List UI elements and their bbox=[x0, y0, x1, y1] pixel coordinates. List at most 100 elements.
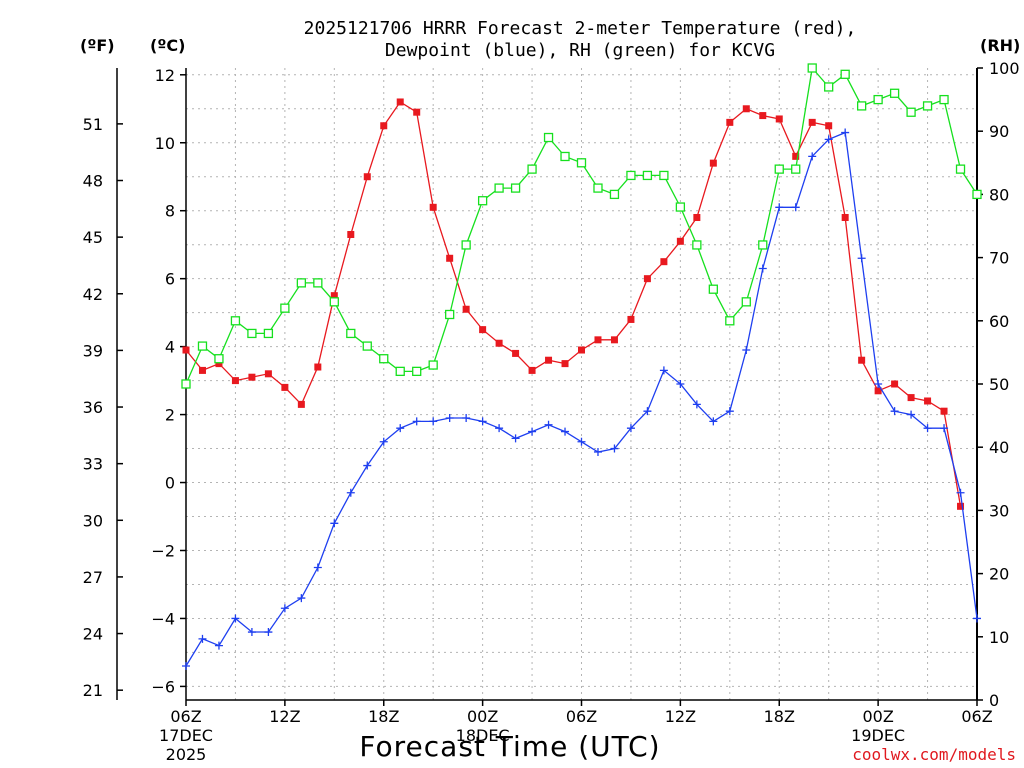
rh-point bbox=[461, 240, 471, 250]
celsius-tick-label: −2 bbox=[151, 541, 175, 560]
temperature-point bbox=[330, 292, 338, 300]
celsius-tick-label: 0 bbox=[165, 474, 175, 493]
rh-point bbox=[626, 170, 636, 181]
temperature-point bbox=[709, 159, 717, 167]
x-tick-label: 18Z bbox=[764, 707, 795, 726]
dewpoint-point bbox=[346, 488, 355, 497]
rh-tick-label: 0 bbox=[989, 691, 999, 710]
temperature-point bbox=[215, 360, 223, 368]
rh-point bbox=[906, 107, 916, 117]
celsius-tick-label: 12 bbox=[155, 66, 175, 85]
chart-title-line-2: Dewpoint (blue), RH (green) for KCVG bbox=[384, 40, 776, 61]
rh-unit-label: (RH) bbox=[980, 36, 1021, 55]
dewpoint-point bbox=[857, 254, 866, 263]
rh-tick-label: 70 bbox=[989, 249, 1009, 268]
temperature-point bbox=[726, 118, 734, 126]
celsius-tick-label: 4 bbox=[165, 338, 175, 357]
dewpoint-point bbox=[659, 366, 668, 375]
rh-point bbox=[609, 189, 620, 200]
fahrenheit-tick-label: 30 bbox=[83, 511, 103, 530]
rh-point bbox=[807, 63, 817, 73]
temperature-series bbox=[182, 98, 965, 510]
temperature-point bbox=[413, 108, 421, 116]
rh-point bbox=[510, 183, 521, 193]
celsius-tick-label: 6 bbox=[165, 270, 175, 289]
rh-point bbox=[543, 132, 554, 143]
rh-point bbox=[593, 183, 603, 193]
temperature-point bbox=[643, 275, 651, 283]
dewpoint-point bbox=[676, 380, 685, 388]
temperature-point bbox=[578, 346, 585, 354]
rh-point bbox=[659, 170, 669, 181]
dewpoint-point bbox=[182, 662, 190, 671]
dewpoint-point bbox=[973, 614, 981, 623]
x-tick-label: 12Z bbox=[269, 707, 300, 726]
temperature-point bbox=[627, 315, 635, 323]
dewpoint-point bbox=[280, 604, 289, 613]
x-tick-label: 06Z bbox=[170, 707, 201, 726]
celsius-tick-label: −4 bbox=[151, 609, 175, 628]
dewpoint-point bbox=[363, 461, 372, 470]
temperature-point bbox=[561, 360, 569, 368]
rh-point bbox=[412, 366, 422, 377]
temperature-point bbox=[858, 356, 866, 364]
fahrenheit-tick-label: 21 bbox=[83, 681, 103, 700]
dewpoint-point bbox=[626, 424, 635, 433]
rh-point bbox=[181, 379, 191, 389]
temperature-point bbox=[248, 373, 256, 381]
rh-point bbox=[840, 69, 850, 79]
temperature-point bbox=[297, 400, 305, 408]
series bbox=[181, 63, 982, 671]
temperature-point bbox=[512, 349, 520, 357]
dewpoint-point bbox=[313, 563, 322, 572]
celsius-unit-label: (ºC) bbox=[150, 36, 186, 55]
dewpoint-point bbox=[412, 417, 421, 426]
rh-point bbox=[263, 328, 274, 339]
temperature-point bbox=[429, 203, 437, 211]
dewpoint-point bbox=[231, 614, 240, 623]
dewpoint-series bbox=[182, 128, 981, 671]
fahrenheit-tick-label: 42 bbox=[83, 285, 103, 304]
rh-point bbox=[576, 158, 587, 168]
rh-point bbox=[791, 164, 801, 174]
dewpoint-point bbox=[495, 424, 504, 433]
rh-point bbox=[856, 101, 867, 111]
dewpoint-point bbox=[791, 203, 800, 212]
dewpoint-point bbox=[610, 444, 619, 453]
rh-point bbox=[708, 284, 718, 294]
temperature-line bbox=[185, 101, 962, 507]
dewpoint-point bbox=[544, 420, 553, 429]
dewpoint-point bbox=[742, 346, 751, 355]
x-tick-label: 06Z bbox=[566, 707, 597, 726]
dewpoint-point bbox=[709, 417, 718, 426]
rh-point bbox=[560, 151, 570, 162]
dewpoint-point bbox=[758, 264, 767, 273]
fahrenheit-tick-label: 39 bbox=[83, 341, 103, 360]
x-tick-label: 00Z bbox=[467, 707, 498, 726]
rh-tick-label: 60 bbox=[989, 312, 1009, 331]
dewpoint-point bbox=[593, 447, 602, 456]
temperature-point bbox=[940, 407, 948, 415]
temperature-point bbox=[610, 336, 618, 344]
celsius-tick-label: −6 bbox=[151, 677, 175, 696]
credit-link[interactable]: coolwx.com/models bbox=[852, 745, 1016, 764]
rh-tick-label: 10 bbox=[989, 628, 1009, 647]
rh-point bbox=[247, 328, 257, 339]
x-tick-label: 00Z bbox=[862, 707, 893, 726]
x-tick-label: 06Z bbox=[961, 707, 992, 726]
temperature-point bbox=[825, 122, 833, 130]
chart-title-line-1: 2025121706 HRRR Forecast 2-meter Tempera… bbox=[303, 18, 857, 39]
rh-point bbox=[675, 202, 686, 212]
rh-point bbox=[774, 164, 784, 174]
dewpoint-point bbox=[462, 413, 471, 422]
temperature-point bbox=[198, 366, 206, 374]
rh-tick-label: 40 bbox=[989, 438, 1009, 457]
temperature-point bbox=[907, 394, 915, 402]
dewpoint-point bbox=[445, 413, 454, 422]
rh-point bbox=[972, 189, 982, 200]
fahrenheit-tick-label: 24 bbox=[83, 625, 103, 644]
dewpoint-point bbox=[923, 424, 932, 433]
temperature-point bbox=[495, 339, 503, 347]
rh-point bbox=[329, 297, 339, 307]
